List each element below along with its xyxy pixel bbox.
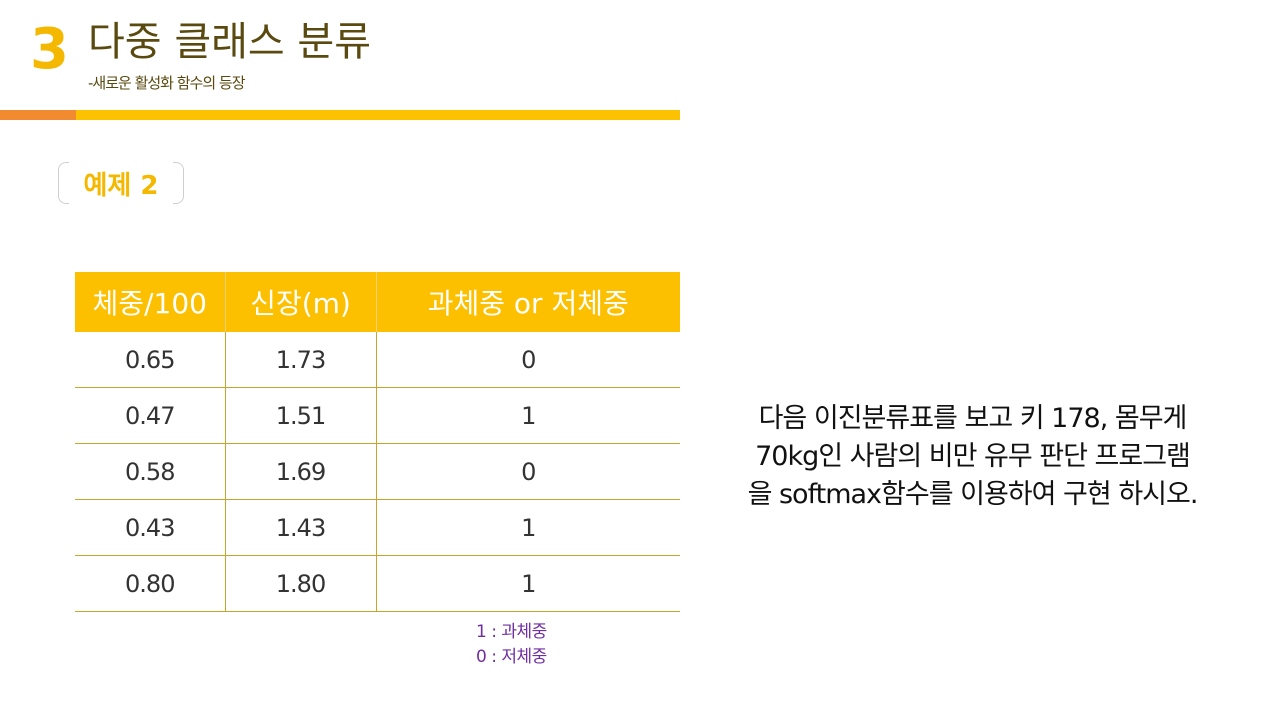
cell-class: 1: [376, 499, 680, 556]
example-label-text: 예제 2: [83, 170, 159, 201]
table-row: 0.43 1.43 1: [75, 499, 680, 556]
class-legend: 1 : 과체중 0 : 저체중: [476, 620, 547, 670]
problem-line: 70kg인 사람의 비만 유무 판단 프로그램: [755, 441, 1191, 472]
table-header-row: 체중/100 신장(m) 과체중 or 저체중: [75, 272, 680, 332]
cell-class: 0: [376, 443, 680, 500]
bracket-right: [173, 162, 184, 204]
table-row: 0.58 1.69 0: [75, 443, 680, 500]
page-subtitle: -새로운 활성화 함수의 등장: [88, 74, 246, 92]
problem-statement: 다음 이진분류표를 보고 키 178, 몸무게 70kg인 사람의 비만 유무 …: [700, 400, 1245, 514]
title-rule-accent: [0, 110, 76, 120]
example-label: 예제 2: [58, 162, 184, 204]
cell-weight: 0.47: [75, 387, 226, 444]
table-row: 0.47 1.51 1: [75, 387, 680, 444]
data-table: 체중/100 신장(m) 과체중 or 저체중 0.65 1.73 0 0.47…: [75, 272, 680, 612]
legend-item-overweight: 1 : 과체중: [476, 622, 547, 642]
cell-weight: 0.43: [75, 499, 226, 556]
cell-height: 1.43: [225, 499, 377, 556]
table-row: 0.80 1.80 1: [75, 555, 680, 612]
cell-weight: 0.65: [75, 332, 226, 388]
cell-height: 1.51: [225, 387, 377, 444]
page-title: 다중 클래스 분류: [88, 19, 372, 65]
cell-weight: 0.80: [75, 555, 226, 612]
cell-weight: 0.58: [75, 443, 226, 500]
title-rule-main: [76, 110, 680, 120]
bracket-left: [58, 162, 69, 204]
cell-height: 1.69: [225, 443, 377, 500]
problem-line: 을 softmax함수를 이용하여 구현 하시오.: [747, 479, 1199, 510]
header-weight: 체중/100: [75, 272, 226, 332]
table-row: 0.65 1.73 0: [75, 332, 680, 388]
cell-class: 1: [376, 555, 680, 612]
header-class: 과체중 or 저체중: [376, 272, 680, 332]
section-number: 3: [30, 17, 69, 82]
cell-class: 0: [376, 332, 680, 388]
cell-height: 1.80: [225, 555, 377, 612]
header-height: 신장(m): [225, 272, 377, 332]
legend-item-underweight: 0 : 저체중: [476, 647, 547, 667]
problem-line: 다음 이진분류표를 보고 키 178, 몸무게: [758, 403, 1188, 434]
cell-class: 1: [376, 387, 680, 444]
cell-height: 1.73: [225, 332, 377, 388]
